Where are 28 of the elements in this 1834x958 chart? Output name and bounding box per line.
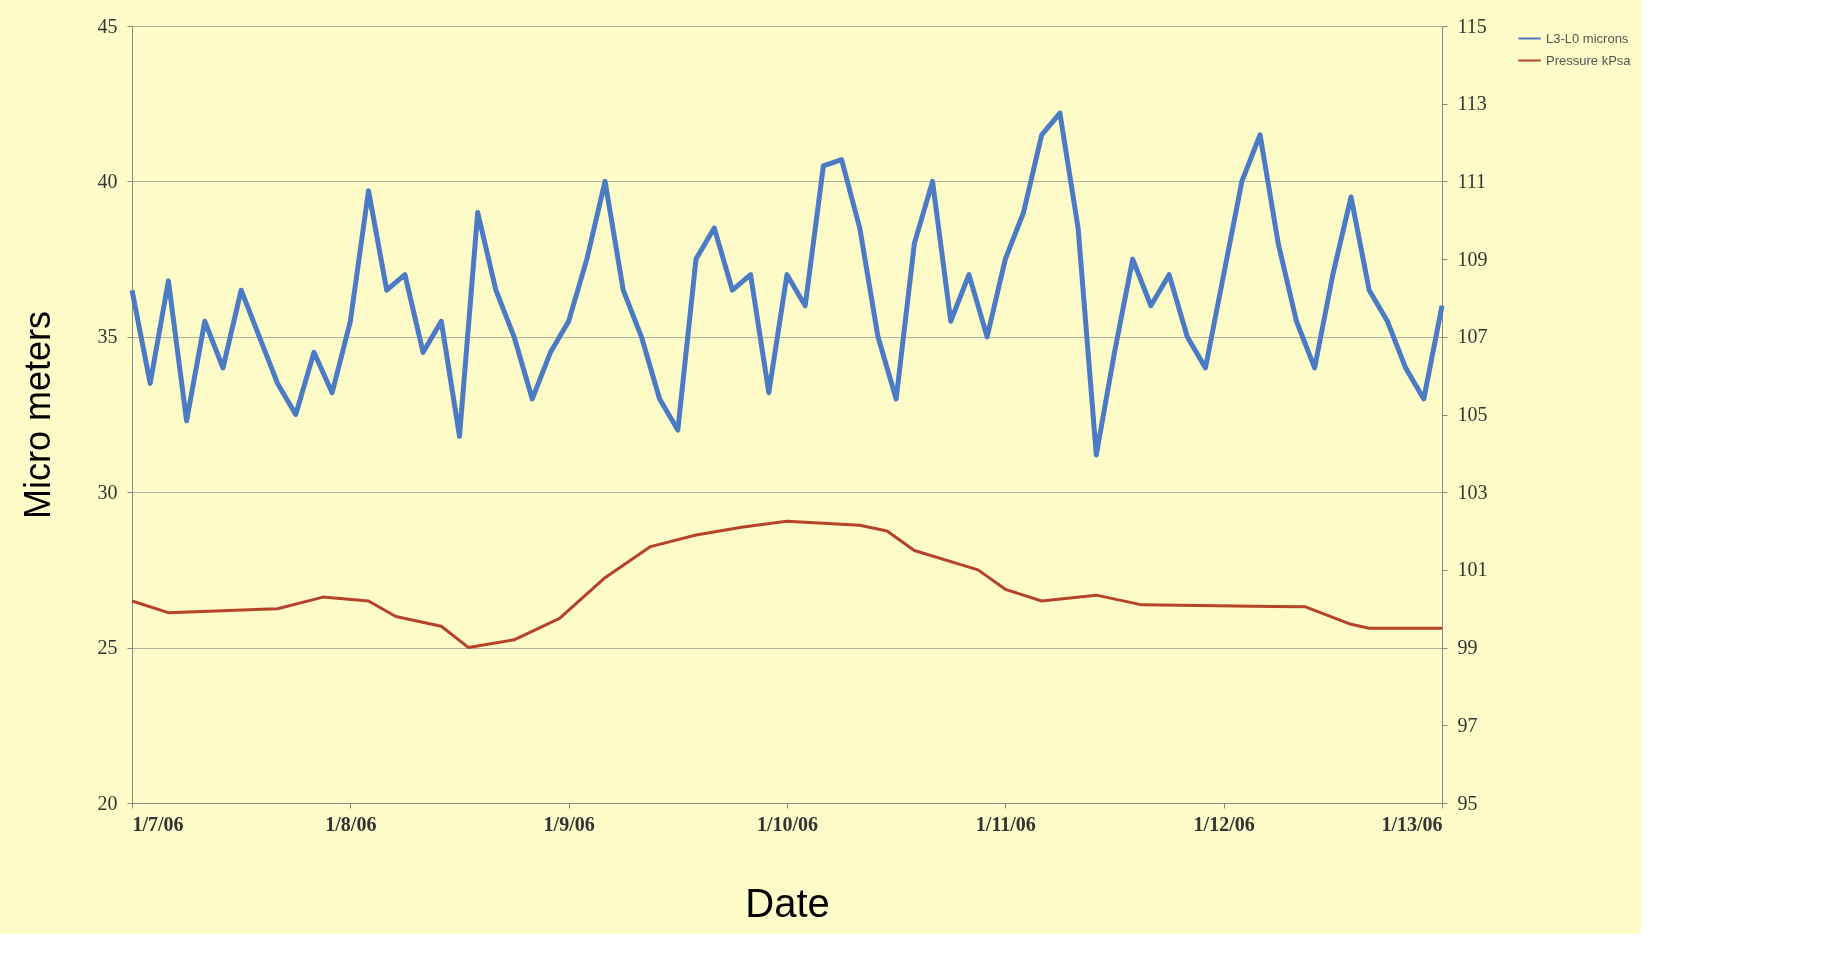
x-tick-label: 1/7/06 — [132, 812, 184, 835]
y-tick-label: 20 — [97, 791, 118, 814]
y-tick-label: 30 — [97, 480, 118, 503]
y2-tick-label: 111 — [1457, 169, 1487, 192]
y-tick-label: 45 — [97, 14, 118, 37]
y2-tick-label: 105 — [1457, 403, 1488, 425]
y2-tick-label: 115 — [1457, 14, 1487, 37]
x-tick-label: 1/11/06 — [975, 812, 1036, 835]
y2-tick-label: 95 — [1457, 791, 1478, 814]
y2-tick-label: 101 — [1457, 558, 1488, 581]
x-tick-label: 1/13/06 — [1381, 812, 1443, 835]
y2-tick-label: 99 — [1457, 636, 1478, 659]
x-tick-label: 1/8/06 — [325, 812, 377, 835]
x-tick-label: 1/12/06 — [1193, 812, 1255, 835]
y-tick-label: 40 — [97, 169, 118, 192]
x-tick-label: 1/9/06 — [543, 812, 595, 835]
x-tick-label: 1/10/06 — [756, 812, 819, 835]
legend-label: L3-L0 microns — [1546, 30, 1629, 46]
y2-tick-label: 103 — [1457, 480, 1488, 503]
y2-tick-label: 97 — [1457, 713, 1478, 736]
y2-tick-label: 113 — [1457, 92, 1487, 115]
x-axis-title: Date — [745, 880, 830, 925]
y2-tick-label: 109 — [1457, 247, 1488, 270]
legend-label: Pressure kPsa — [1546, 52, 1632, 68]
y-tick-label: 25 — [97, 636, 118, 659]
y-axis-title: Micro meters — [16, 310, 58, 520]
y2-tick-label: 107 — [1457, 325, 1488, 348]
y-tick-label: 35 — [97, 325, 118, 348]
